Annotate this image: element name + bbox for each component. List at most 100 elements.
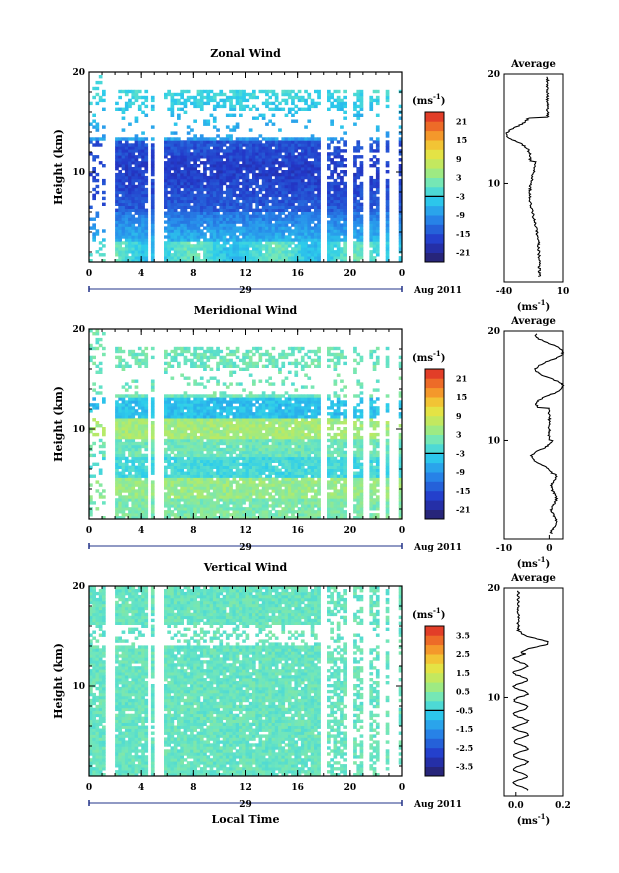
heatmap-cell — [229, 465, 233, 469]
heatmap-cell — [164, 187, 168, 192]
heatmap-cell — [118, 158, 122, 162]
heatmap-cell — [170, 202, 175, 206]
heatmap-cell — [209, 149, 214, 153]
heatmap-cell — [173, 175, 178, 180]
heatmap-cell — [167, 143, 171, 147]
heatmap-cell — [229, 489, 233, 493]
heatmap-cell — [193, 170, 197, 174]
heatmap-cell — [167, 477, 171, 481]
heatmap-cell — [89, 259, 93, 263]
heatmap-cell — [304, 199, 308, 204]
heatmap-cell — [137, 489, 142, 493]
heatmap-cell — [333, 232, 338, 236]
heatmap-cell — [180, 220, 184, 224]
heatmap-cell — [222, 253, 227, 257]
heatmap-cell — [353, 181, 357, 186]
heatmap-cell — [196, 352, 201, 357]
heatmap-cell — [167, 406, 171, 410]
heatmap-cell — [353, 172, 357, 177]
heatmap-cell — [121, 137, 126, 141]
heatmap-cell — [134, 510, 139, 514]
heatmap-cell — [173, 223, 178, 227]
heatmap-cell — [239, 104, 243, 109]
heatmap-cell — [131, 172, 136, 177]
heatmap-cell — [278, 167, 282, 171]
heatmap-cell — [216, 202, 220, 206]
heatmap-cell — [219, 349, 224, 354]
heatmap-cell — [369, 208, 374, 212]
heatmap-cell — [235, 235, 240, 239]
heatmap-cell — [193, 152, 197, 156]
heatmap-cell — [235, 205, 240, 209]
colorbar-swatch — [425, 196, 444, 207]
heatmap-cell — [164, 167, 168, 171]
heatmap-cell — [170, 501, 175, 505]
heatmap-cell — [196, 259, 201, 263]
heatmap-cell — [199, 358, 204, 363]
heatmap-cell — [193, 406, 197, 410]
heatmap-cell — [229, 229, 233, 233]
heatmap-cell — [164, 214, 168, 218]
heatmap-cell — [167, 250, 171, 254]
heatmap-cell — [124, 214, 129, 218]
heatmap-cell — [268, 137, 272, 141]
heatmap-cell — [170, 101, 175, 106]
heatmap-cell — [353, 208, 357, 212]
heatmap-cell — [167, 205, 171, 209]
heatmap-cell — [193, 421, 197, 425]
heatmap-cell — [232, 438, 237, 443]
heatmap-cell — [186, 501, 191, 505]
heatmap-cell — [265, 232, 269, 236]
heatmap-cell — [258, 164, 263, 168]
heatmap-cell — [170, 480, 175, 484]
heatmap-cell — [206, 202, 211, 206]
heatmap-cell — [193, 462, 197, 466]
heatmap-cell — [167, 190, 171, 195]
heatmap-cell — [92, 119, 96, 123]
heatmap-cell — [336, 211, 341, 215]
heatmap-cell — [193, 149, 197, 153]
heatmap-cell — [307, 232, 312, 236]
heatmap-cell — [255, 223, 259, 227]
heatmap-cell — [300, 167, 305, 171]
heatmap-cell — [333, 193, 338, 198]
heatmap-cell — [115, 244, 119, 248]
heatmap-cell — [307, 214, 312, 218]
heatmap-cell — [239, 89, 243, 94]
heatmap-cell — [164, 250, 168, 254]
heatmap-cell — [170, 412, 175, 416]
heatmap-cell — [235, 244, 240, 248]
heatmap-cell — [261, 178, 266, 183]
heatmap-cell — [229, 113, 233, 117]
heatmap-cell — [242, 214, 246, 218]
heatmap-cell — [219, 175, 224, 180]
heatmap-cell — [167, 172, 171, 177]
heatmap-cell — [271, 202, 276, 206]
heatmap-cell — [310, 232, 315, 236]
heatmap-cell — [199, 187, 204, 192]
heatmap-cell — [141, 510, 145, 514]
heatmap-cell — [216, 187, 220, 192]
heatmap-cell — [232, 459, 237, 463]
heatmap-cell — [239, 510, 243, 514]
heatmap-cell — [118, 412, 122, 416]
heatmap-cell — [167, 507, 171, 511]
heatmap-cell — [307, 95, 312, 100]
heatmap-cell — [281, 223, 286, 227]
heatmap-cell — [193, 164, 197, 168]
heatmap-cell — [128, 143, 132, 147]
heatmap-cell — [252, 220, 256, 224]
heatmap-cell — [304, 137, 308, 141]
heatmap-cell — [177, 403, 181, 407]
heatmap-cell — [294, 205, 299, 209]
heatmap-cell — [340, 232, 344, 236]
heatmap-cell — [121, 397, 126, 401]
heatmap-cell — [369, 143, 374, 147]
heatmap-cell — [274, 178, 279, 183]
heatmap-cell — [356, 217, 361, 221]
heatmap-cell — [102, 134, 106, 138]
heatmap-cell — [375, 202, 380, 206]
heatmap-cell — [128, 190, 132, 195]
heatmap-cell — [177, 167, 181, 171]
heatmap-cell — [144, 435, 149, 440]
